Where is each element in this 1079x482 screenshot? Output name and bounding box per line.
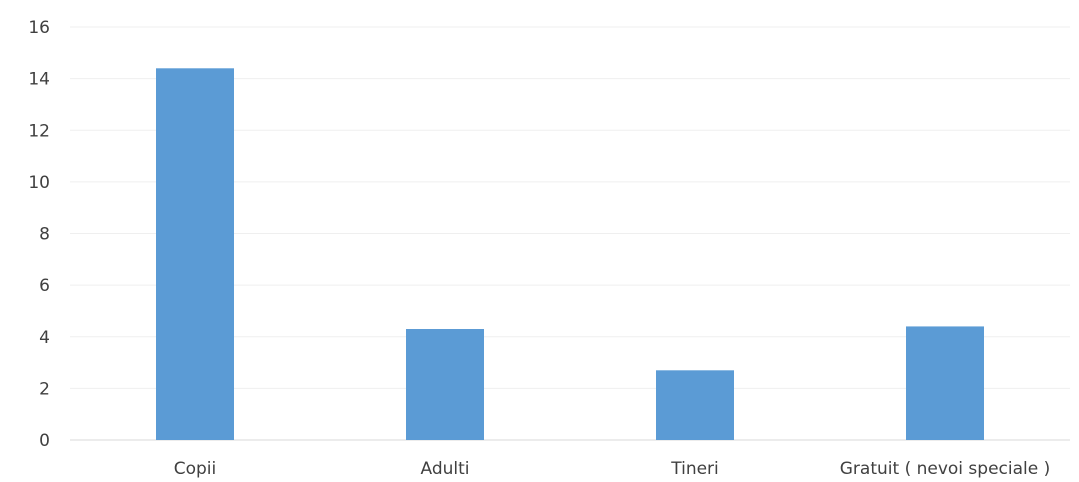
bar-3: [656, 370, 734, 440]
gridlines: [70, 26, 1070, 441]
x-tick-label: Tineri: [670, 459, 719, 479]
x-tick-label: Copii: [174, 459, 217, 479]
bar-1: [156, 68, 234, 441]
y-tick-label: 8: [39, 225, 50, 245]
y-axis-ticks: 0 2 4 6 8 10 12 14 16: [28, 18, 50, 451]
y-tick-label: 4: [39, 328, 50, 348]
y-tick-label: 14: [28, 70, 50, 90]
y-tick-label: 2: [39, 379, 50, 399]
bar-2: [406, 329, 484, 440]
y-tick-label: 12: [28, 121, 50, 141]
x-axis-labels: Copii Adulti Tineri Gratuit ( nevoi special…: [174, 459, 1051, 479]
y-tick-label: 16: [28, 18, 50, 38]
y-tick-label: 0: [39, 431, 50, 451]
y-tick-label: 10: [28, 173, 50, 193]
bars: [156, 68, 984, 441]
bar-4: [906, 326, 984, 440]
x-tick-label: Gratuit ( nevoi speciale ): [840, 459, 1050, 479]
x-tick-label: Adulti: [420, 459, 469, 479]
y-tick-label: 6: [39, 276, 50, 296]
